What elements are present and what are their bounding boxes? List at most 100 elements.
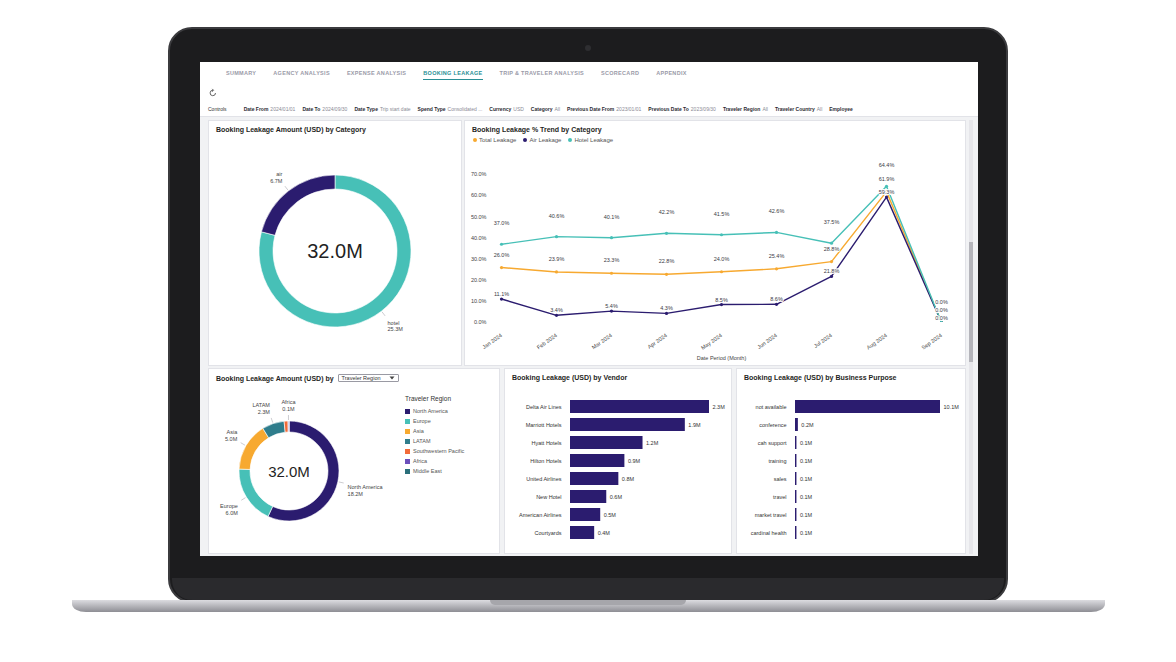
svg-text:42.6%: 42.6% (769, 208, 785, 214)
svg-text:Courtyards: Courtyards (535, 530, 562, 536)
svg-text:Europe6.0M: Europe6.0M (220, 503, 238, 516)
svg-text:sales: sales (774, 476, 787, 482)
html-text:BOOKING LEAKAGE: BOOKING LEAKAGE (423, 70, 483, 76)
svg-text:LATAM2.3M: LATAM2.3M (252, 402, 270, 415)
html-text:Controls: Controls (208, 106, 227, 112)
svg-text:training: training (768, 458, 786, 464)
svg-text:1.9M: 1.9M (688, 422, 701, 428)
svg-text:8.6%: 8.6% (770, 296, 783, 302)
svg-text:1.2M: 1.2M (646, 440, 659, 446)
svg-text:Date Period (Month): Date Period (Month) (697, 355, 747, 361)
svg-text:23.3%: 23.3% (604, 257, 620, 263)
svg-text:0.1M: 0.1M (800, 530, 813, 536)
svg-text:0.8M: 0.8M (622, 476, 635, 482)
svg-text:Apr 2024: Apr 2024 (646, 332, 668, 350)
svg-text:23.9%: 23.9% (549, 256, 565, 262)
svg-text:Aug 2024: Aug 2024 (865, 332, 888, 350)
html-text:EXPENSE ANALYSIS: EXPENSE ANALYSIS (346, 70, 407, 76)
svg-text:2.3M: 2.3M (713, 404, 726, 410)
svg-text:64.4%: 64.4% (879, 162, 895, 168)
svg-text:North America18.2M: North America18.2M (348, 484, 384, 497)
svg-text:hotel25.3M: hotel25.3M (388, 320, 404, 333)
svg-text:Feb 2024: Feb 2024 (536, 332, 558, 350)
svg-text:10.0%: 10.0% (471, 298, 487, 304)
svg-text:4.3%: 4.3% (660, 305, 673, 311)
html-text:Booking Leakage (USD) by Vendo: Booking Leakage (USD) by Vendor (512, 374, 628, 381)
svg-text:0.4M: 0.4M (598, 530, 611, 536)
svg-text:40.1%: 40.1% (604, 214, 620, 220)
html-text:Booking Leakage Amount (USD) b: Booking Leakage Amount (USD) by Category (216, 126, 366, 133)
svg-text:Hilton Hotels: Hilton Hotels (530, 458, 561, 464)
svg-text:60.0%: 60.0% (471, 192, 487, 198)
svg-text:Asia5.0M: Asia5.0M (225, 429, 238, 442)
svg-text:24.0%: 24.0% (714, 256, 730, 262)
svg-text:air6.7M: air6.7M (270, 171, 283, 184)
svg-text:market travel: market travel (755, 512, 787, 518)
svg-text:Jul 2024: Jul 2024 (813, 332, 833, 349)
svg-text:0.2M: 0.2M (801, 422, 814, 428)
svg-text:0.6M: 0.6M (610, 494, 623, 500)
svg-text:cah support: cah support (758, 440, 787, 446)
svg-text:Jan 2024: Jan 2024 (481, 332, 503, 350)
svg-text:30.0%: 30.0% (471, 256, 487, 262)
html-text:AGENCY ANALYSIS: AGENCY ANALYSIS (273, 70, 330, 76)
svg-text:32.0M: 32.0M (268, 463, 310, 480)
html-text:Traveler Region: Traveler Region (405, 395, 451, 402)
svg-text:0.1M: 0.1M (800, 458, 813, 464)
svg-text:0.0%: 0.0% (935, 315, 948, 321)
svg-text:cardinal health: cardinal health (751, 530, 787, 536)
svg-text:59.3%: 59.3% (879, 189, 895, 195)
svg-text:Mar 2024: Mar 2024 (591, 332, 613, 350)
svg-text:50.0%: 50.0% (471, 214, 487, 220)
svg-text:26.0%: 26.0% (494, 252, 510, 258)
svg-text:32.0M: 32.0M (307, 240, 363, 262)
svg-text:0.0%: 0.0% (935, 307, 948, 313)
svg-text:Delta Air Lines: Delta Air Lines (526, 404, 562, 410)
svg-text:Africa0.1M: Africa0.1M (281, 399, 296, 412)
svg-text:United Airlines: United Airlines (526, 476, 561, 482)
svg-text:37.5%: 37.5% (824, 219, 840, 225)
html-text:TRIP & TRAVELER ANALYSIS: TRIP & TRAVELER ANALYSIS (499, 70, 584, 76)
svg-text:41.5%: 41.5% (714, 211, 730, 217)
svg-text:0.0%: 0.0% (935, 299, 948, 305)
svg-text:70.0%: 70.0% (471, 171, 487, 177)
svg-text:0.1M: 0.1M (800, 512, 813, 518)
svg-text:3.4%: 3.4% (550, 307, 563, 313)
svg-text:61.9%: 61.9% (879, 176, 895, 182)
html-text:Booking Leakage (USD) by Busin: Booking Leakage (USD) by Business Purpos… (744, 374, 897, 381)
svg-text:25.4%: 25.4% (769, 253, 785, 259)
svg-text:5.4%: 5.4% (605, 303, 618, 309)
svg-text:10.1M: 10.1M (944, 404, 960, 410)
svg-text:0.1M: 0.1M (800, 440, 813, 446)
svg-text:40.0%: 40.0% (471, 235, 487, 241)
svg-text:42.2%: 42.2% (659, 209, 675, 215)
svg-text:37.0%: 37.0% (494, 220, 510, 226)
svg-text:0.1M: 0.1M (800, 494, 813, 500)
svg-text:0.9M: 0.9M (628, 458, 641, 464)
svg-text:not available: not available (756, 404, 787, 410)
svg-text:0.1M: 0.1M (800, 476, 813, 482)
svg-text:American Airlines: American Airlines (519, 512, 562, 518)
svg-text:0.0%: 0.0% (474, 319, 487, 325)
html-text:Booking Leakage Amount (USD) b: Booking Leakage Amount (USD) by (216, 374, 334, 382)
svg-text:21.8%: 21.8% (824, 268, 840, 274)
svg-text:28.8%: 28.8% (824, 246, 840, 252)
svg-text:Sep 2024: Sep 2024 (920, 332, 943, 350)
html-text:Booking Leakage % Trend by Cat: Booking Leakage % Trend by Category (472, 126, 602, 133)
svg-text:22.8%: 22.8% (659, 258, 675, 264)
html-text:APPENDIX: APPENDIX (656, 70, 687, 76)
svg-text:New Hotel: New Hotel (536, 494, 561, 500)
svg-text:travel: travel (773, 494, 786, 500)
svg-text:8.5%: 8.5% (715, 297, 728, 303)
svg-text:Jun 2024: Jun 2024 (756, 332, 778, 350)
svg-text:Hyatt Hotels: Hyatt Hotels (532, 440, 562, 446)
svg-text:0.5M: 0.5M (604, 512, 617, 518)
svg-text:May 2024: May 2024 (700, 332, 723, 351)
svg-text:11.1%: 11.1% (494, 291, 509, 297)
svg-text:conference: conference (759, 422, 786, 428)
html-text:SCORECARD: SCORECARD (601, 70, 640, 76)
html-text:SUMMARY: SUMMARY (226, 70, 257, 76)
svg-text:20.0%: 20.0% (471, 277, 487, 283)
svg-text:Marriott Hotels: Marriott Hotels (526, 422, 562, 428)
svg-text:40.6%: 40.6% (549, 213, 565, 219)
